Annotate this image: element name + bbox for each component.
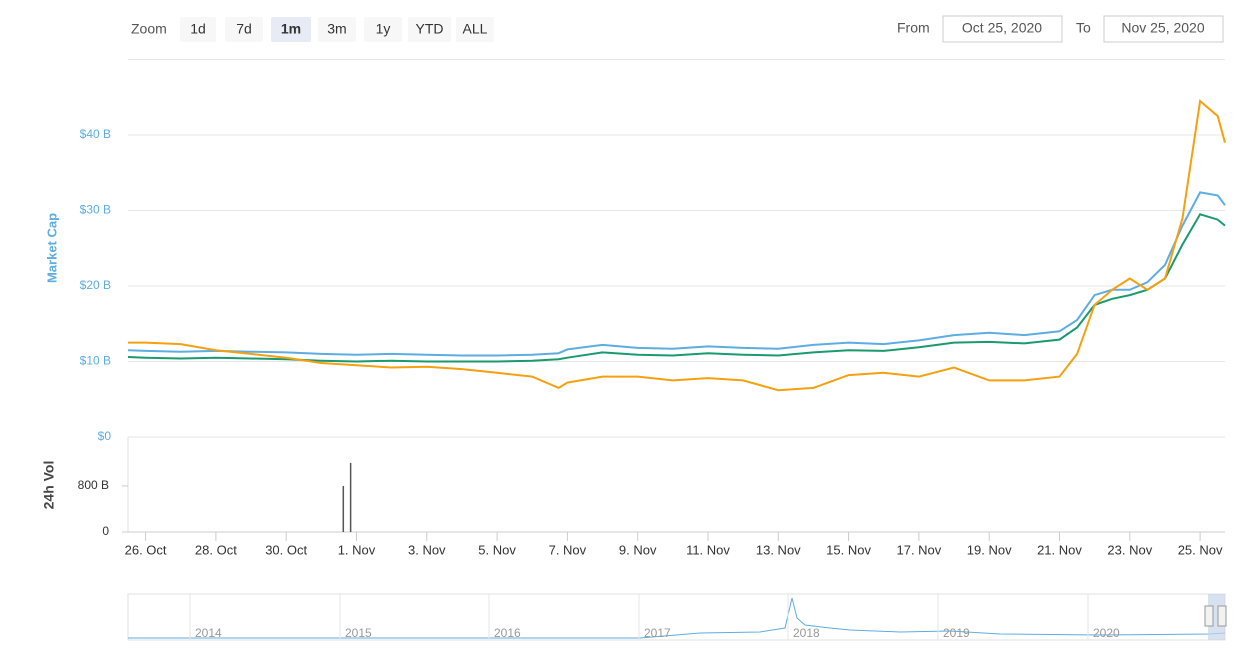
x-tick-label: 5. Nov xyxy=(478,542,516,557)
x-tick-label: 23. Nov xyxy=(1107,542,1152,557)
to-value: Nov 25, 2020 xyxy=(1121,20,1204,36)
y-axis-title: Market Cap xyxy=(44,213,59,283)
navigator-line xyxy=(128,597,1226,639)
to-label: To xyxy=(1076,20,1091,36)
zoom-button-label: ALL xyxy=(463,21,488,37)
y-tick-label: $20 B xyxy=(80,278,111,292)
zoom-label: Zoom xyxy=(131,21,167,37)
zoom-button-label: 1m xyxy=(281,21,301,37)
x-tick-label: 7. Nov xyxy=(549,542,587,557)
navigator-label: 2018 xyxy=(793,626,820,640)
zoom-button-label: YTD xyxy=(416,21,444,37)
x-tick-label: 28. Oct xyxy=(195,542,237,557)
x-tick-label: 25. Nov xyxy=(1178,542,1223,557)
y-tick-label: $30 B xyxy=(80,203,111,217)
series-line xyxy=(127,213,1226,363)
navigator-label: 2020 xyxy=(1093,626,1120,640)
series-line xyxy=(127,191,1226,357)
navigator-label: 2019 xyxy=(943,626,970,640)
from-input[interactable] xyxy=(942,15,1063,43)
zoom-button[interactable] xyxy=(318,17,356,42)
y-tick-label: $0 xyxy=(98,429,112,443)
zoom-button[interactable] xyxy=(456,17,494,42)
x-tick-label: 11. Nov xyxy=(686,542,730,557)
zoom-buttons: 1d 7d 1m 3m 1y YTD ALL xyxy=(180,17,494,42)
x-tick-label: 19. Nov xyxy=(967,542,1012,557)
navigator-label: 2017 xyxy=(644,626,671,640)
zoom-button-label: 7d xyxy=(236,21,252,37)
y-tick-label: $40 B xyxy=(80,127,111,141)
series-line xyxy=(128,99,1226,392)
x-tick-label: 26. Oct xyxy=(125,542,167,557)
zoom-button-label: 1d xyxy=(190,21,206,37)
to-input[interactable] xyxy=(1103,15,1224,43)
volume-tick-label: 0 xyxy=(102,524,109,538)
navigator-label: 2016 xyxy=(494,626,521,640)
zoom-button[interactable] xyxy=(271,17,311,42)
navigator-label: 2015 xyxy=(345,626,372,640)
y-tick-label: $10 B xyxy=(80,354,111,368)
x-tick-label: 9. Nov xyxy=(619,542,657,557)
zoom-button[interactable] xyxy=(225,17,263,42)
navigator-frame xyxy=(127,593,1226,641)
volume-bar xyxy=(349,462,352,532)
navigator-handle[interactable] xyxy=(1204,605,1214,627)
x-tick-label: 30. Oct xyxy=(265,542,307,557)
volume-axis-title: 24h Vol xyxy=(41,461,57,510)
navigator-label: 2014 xyxy=(195,626,222,640)
volume-bar xyxy=(342,485,345,532)
zoom-button-label: 3m xyxy=(327,21,346,37)
zoom-button[interactable] xyxy=(364,17,402,42)
zoom-button[interactable] xyxy=(408,17,451,42)
zoom-button[interactable] xyxy=(180,17,216,42)
x-tick-label: 17. Nov xyxy=(896,542,941,557)
from-value: Oct 25, 2020 xyxy=(962,20,1042,36)
zoom-button-label: 1y xyxy=(376,21,391,37)
volume-tick-label: 800 B xyxy=(78,478,109,492)
x-tick-label: 1. Nov xyxy=(338,542,376,557)
x-tick-label: 15. Nov xyxy=(826,542,871,557)
from-label: From xyxy=(897,20,930,36)
navigator xyxy=(127,593,1227,641)
navigator-handle[interactable] xyxy=(1217,605,1227,627)
x-tick-label: 21. Nov xyxy=(1037,542,1082,557)
x-tick-label: 13. Nov xyxy=(756,542,801,557)
x-tick-label: 3. Nov xyxy=(408,542,446,557)
